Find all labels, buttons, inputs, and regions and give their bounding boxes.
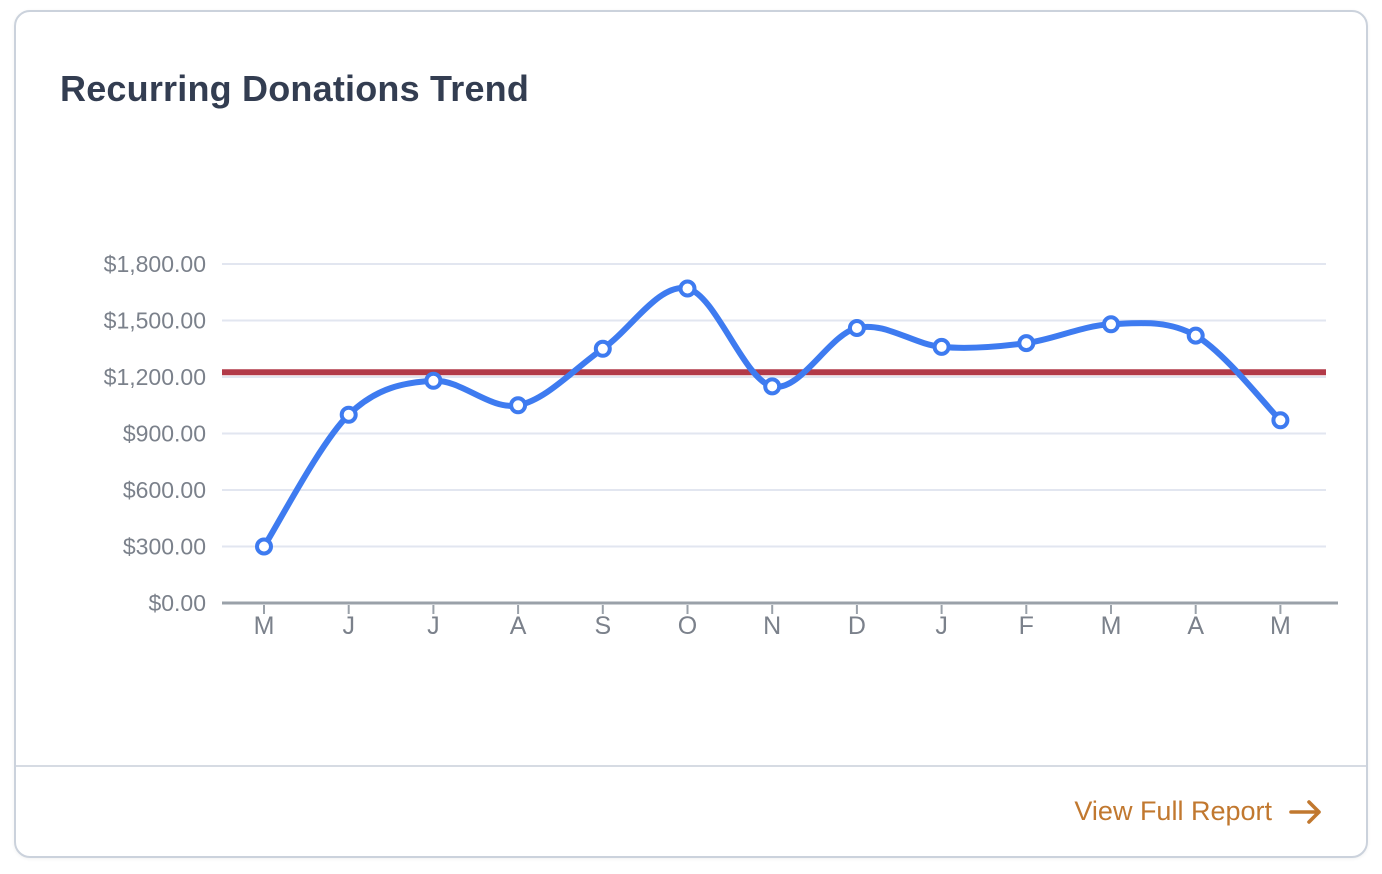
y-axis-label: $0.00 xyxy=(148,590,206,616)
x-axis-label: A xyxy=(1187,612,1204,640)
y-axis-label: $600.00 xyxy=(123,477,206,503)
data-point-marker[interactable] xyxy=(678,279,697,298)
data-point-marker[interactable] xyxy=(255,537,273,556)
data-point-marker[interactable] xyxy=(1017,334,1036,353)
x-axis-label: A xyxy=(510,612,527,640)
y-axis-label: $1,500.00 xyxy=(104,308,206,334)
data-point-marker[interactable] xyxy=(1102,315,1120,334)
x-axis-label: F xyxy=(1019,612,1034,640)
x-axis-label: S xyxy=(594,612,611,640)
data-point-marker[interactable] xyxy=(847,319,866,337)
footer-divider xyxy=(16,765,1366,767)
line-chart-canvas[interactable]: $1,800.00 $1,500.00 $1,200.00 $900.00 $600.0… xyxy=(16,230,1366,670)
y-axis-label: $300.00 xyxy=(123,534,206,560)
x-axis-label: M xyxy=(1101,612,1122,640)
data-point-marker[interactable] xyxy=(1271,411,1290,430)
x-axis-label: J xyxy=(342,612,355,640)
x-axis-label: N xyxy=(763,612,781,640)
view-full-report-link[interactable]: View Full Report xyxy=(1074,795,1324,827)
x-axis-label: D xyxy=(848,612,866,640)
x-axis-label: O xyxy=(678,612,697,640)
y-axis-label: $900.00 xyxy=(123,421,206,447)
x-axis-label: J xyxy=(427,612,440,640)
data-point-marker[interactable] xyxy=(763,377,782,396)
data-point-marker[interactable] xyxy=(932,337,951,356)
x-axis-label: M xyxy=(1270,612,1291,640)
data-point-marker[interactable] xyxy=(424,371,443,390)
data-point-marker[interactable] xyxy=(1186,326,1205,345)
donations-trend-chart[interactable]: $1,800.00 $1,500.00 $1,200.00 $900.00 $600.0… xyxy=(16,230,1366,670)
y-axis-label: $1,800.00 xyxy=(104,251,206,277)
y-axis-label: $1,200.00 xyxy=(104,364,206,390)
trend-line xyxy=(261,285,1284,550)
recurring-donations-card: Recurring Donations Trend $1,800.00 $1,50… xyxy=(14,10,1368,858)
arrow-right-icon xyxy=(1289,800,1321,824)
data-point-marker[interactable] xyxy=(593,339,612,358)
data-point-marker[interactable] xyxy=(339,405,358,424)
view-full-report-label: View Full Report xyxy=(1074,795,1272,826)
x-axis-label: J xyxy=(935,612,948,640)
x-axis-label: M xyxy=(254,612,275,640)
data-point-marker[interactable] xyxy=(509,396,528,415)
card-footer: View Full Report xyxy=(16,767,1366,858)
card-title: Recurring Donations Trend xyxy=(60,68,530,109)
